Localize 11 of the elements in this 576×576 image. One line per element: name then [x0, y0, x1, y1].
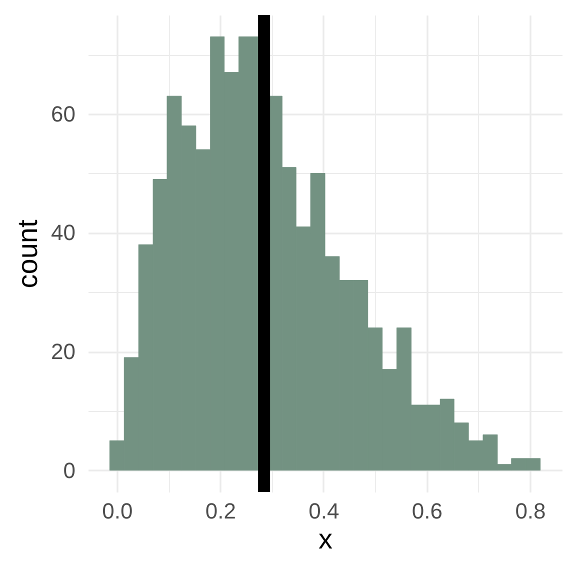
- y-tick-label: 20: [51, 339, 76, 364]
- x-tick-label: 0.6: [412, 498, 443, 524]
- y-tick-label: 40: [51, 220, 76, 246]
- y-tick-label: 60: [51, 101, 76, 126]
- x-tick-label: 0.2: [205, 498, 236, 524]
- x-tick-label: 0.8: [515, 498, 546, 524]
- y-axis-title: count: [12, 220, 44, 288]
- x-tick-label: 0.0: [102, 498, 133, 524]
- x-tick-label: 0.4: [308, 498, 340, 524]
- y-tick-label: 0: [63, 458, 76, 483]
- x-axis-title: x: [318, 524, 332, 554]
